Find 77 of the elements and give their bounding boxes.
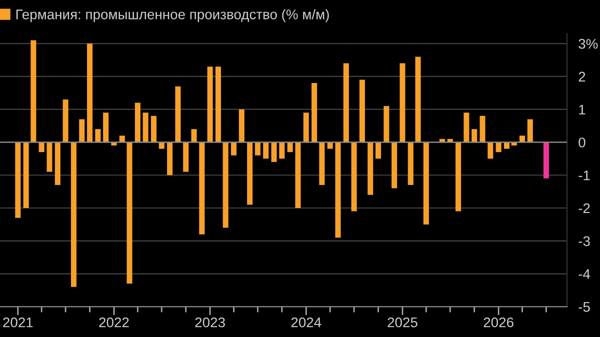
bar [30,40,36,142]
bar [519,136,526,142]
bar [247,142,253,205]
bar [119,136,125,142]
bar [527,119,533,142]
bar [319,142,325,185]
bar [46,142,52,172]
y-tick-label: 0 [578,138,586,148]
bar [87,44,93,142]
bar [23,142,29,208]
bar [38,142,44,152]
bar [456,142,462,212]
x-tick-label: 2022 [99,317,129,328]
bar [472,129,478,142]
bar [464,112,470,142]
bar [423,142,429,224]
bar [54,142,60,185]
y-tick-label: 3% [578,38,598,49]
x-tick-label: 2024 [291,317,322,328]
bar [408,142,414,185]
bar [103,112,109,142]
bar [303,112,309,142]
bar [62,99,68,142]
y-tick-label: -4 [578,269,590,279]
bar [238,109,244,142]
bar [199,142,205,234]
y-tick-label: 2 [578,72,586,82]
y-tick-label: -5 [578,302,590,312]
bar [222,142,228,228]
bar [183,142,189,172]
bar [295,142,301,208]
bar [359,80,365,142]
bar [126,142,132,284]
bar [207,66,213,142]
bar [415,56,421,142]
bar [376,142,382,159]
y-tick-label: -2 [578,203,590,214]
bar [230,142,237,156]
bar [150,116,156,142]
bar [368,142,374,195]
bar [392,142,398,188]
bar [191,129,197,142]
bar [95,129,101,142]
bar [158,142,164,149]
bar [134,102,140,142]
bar [263,142,269,159]
x-tick-label: 2025 [388,317,418,328]
bar [142,112,148,142]
bar [400,63,406,142]
bar [15,142,21,218]
x-tick-label: 2023 [195,317,225,328]
bar [215,66,221,142]
bar [271,142,277,162]
bar [70,142,76,287]
bar [287,142,293,152]
bar [488,142,494,159]
bar [543,142,549,178]
bar [279,142,285,159]
y-tick-label: -1 [578,170,590,180]
bar [254,142,260,156]
bar [175,86,181,142]
legend-label: Германия: промышленное производство (% м/м) [16,9,329,22]
x-tick-label: 2026 [484,317,514,328]
bar [335,142,341,238]
y-tick-label: -3 [578,236,590,246]
bar [167,142,173,176]
bar [343,63,349,142]
bar [384,106,390,142]
bar [504,142,510,149]
bar [496,142,502,152]
bar [79,119,85,142]
bar [312,83,318,142]
bar [327,142,333,149]
bar [480,116,486,142]
y-tick-label: 1 [579,104,586,114]
bar [351,142,357,212]
x-tick-label: 2021 [3,317,33,328]
